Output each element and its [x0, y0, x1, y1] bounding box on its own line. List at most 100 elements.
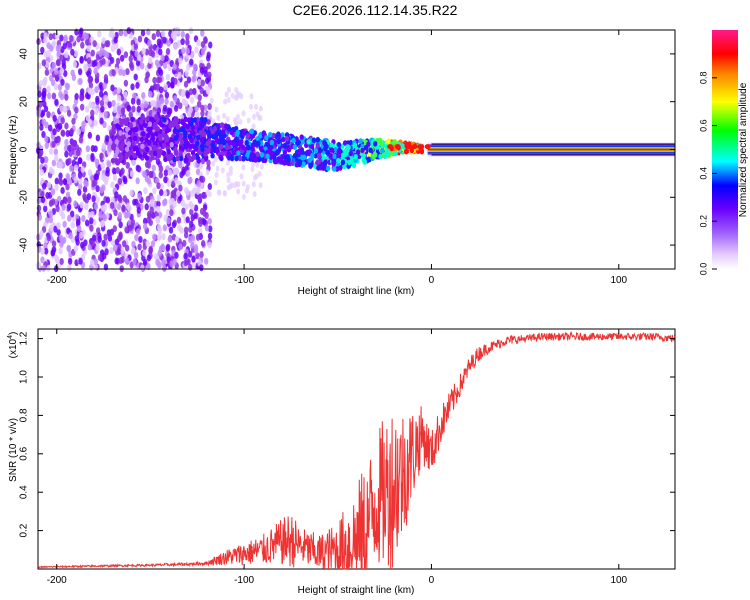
spectrogram-cell [267, 131, 273, 138]
spectrogram-cell [188, 88, 194, 96]
spectrogram-cell [124, 257, 130, 265]
spectrogram-cell [158, 86, 164, 94]
spectrogram-cell [41, 94, 46, 102]
spectrogram-cell [110, 181, 115, 189]
snr-x-ticks: -200 -100 0 100 [47, 329, 628, 586]
spectrogram-cell [270, 150, 275, 157]
spectrogram-cell [164, 54, 169, 62]
spectrogram-cell [207, 182, 212, 190]
spectrogram-cell [183, 137, 188, 143]
spectrogram-cell [114, 257, 119, 265]
spectrogram-cell [172, 258, 177, 266]
spectrogram-cell [128, 122, 133, 129]
spectrogram-cell [237, 155, 243, 162]
spectrogram-cell [114, 138, 119, 145]
spectrogram-cell [157, 233, 162, 241]
spectrogram-cell [158, 148, 163, 154]
spectrogram-cell [342, 140, 348, 146]
spectrogram-cell [258, 133, 263, 139]
spectrogram-cell [118, 130, 123, 136]
spectrogram-cell [89, 224, 94, 232]
spectrogram-cell [54, 154, 59, 162]
spectrogram-cell [125, 161, 130, 169]
spectrogram-cell [104, 248, 109, 256]
spectrogram-cell [175, 189, 181, 197]
spectrogram-cell [257, 170, 262, 177]
spectrogram-cell [255, 161, 260, 168]
spectrogram-cell [137, 192, 142, 200]
spectrogram-cell [90, 240, 95, 248]
spectrogram-cell [297, 160, 303, 167]
spectrogram-cell [121, 204, 126, 212]
spectrogram-cell [143, 258, 148, 266]
colorbar-tick-label: 0.2 [698, 215, 708, 228]
x-tick-label: 0 [429, 575, 435, 586]
spectrogram-cell [188, 27, 194, 35]
spectrogram-cell [199, 250, 204, 258]
spectrogram-cell [93, 59, 98, 67]
spectrogram-cell [226, 86, 231, 93]
spectrogram-peak [417, 144, 424, 150]
spectrogram-x-label: Height of straight line (km) [298, 286, 415, 297]
spectrogram-cell [178, 102, 183, 110]
spectrogram-cell [146, 139, 152, 146]
spectrogram-cell [101, 57, 106, 65]
spectrogram-cell [150, 240, 156, 248]
tone-band [427, 148, 675, 151]
spectrogram-cell [124, 244, 130, 252]
spectrogram-cell [166, 217, 171, 225]
spectrogram-cell [280, 154, 285, 160]
spectrogram-cell [188, 143, 193, 150]
spectrogram-cell [343, 150, 349, 157]
spectrogram-cell [136, 98, 141, 106]
spectrogram-cell [173, 77, 178, 85]
spectrogram-cell [66, 203, 72, 211]
spectrogram-cell [65, 183, 70, 191]
spectrogram-cell [141, 130, 146, 137]
spectrogram-cell [214, 147, 220, 154]
spectrogram-cell [167, 235, 172, 243]
spectrogram-cell [208, 41, 213, 49]
spectrogram-cell [88, 101, 93, 109]
spectrogram-cell [40, 248, 45, 256]
spectrogram-cell [172, 168, 178, 176]
spectrogram-cell [282, 160, 287, 166]
spectrogram-cell [90, 109, 95, 117]
spectrogram-cell [203, 117, 208, 123]
spectrogram-cell [353, 153, 358, 160]
spectrogram-peak [394, 144, 401, 150]
spectrogram-cell [180, 38, 185, 46]
spectrogram-cell [162, 62, 168, 70]
spectrogram-cell [116, 94, 122, 102]
spectrogram-cell [152, 76, 157, 84]
spectrogram-cell [164, 98, 169, 106]
spectrogram-cell [156, 38, 162, 46]
spectrogram-cell [56, 161, 61, 169]
spectrogram-cell [111, 129, 116, 136]
spectrogram-cell [93, 67, 98, 75]
spectrogram-cell [110, 157, 116, 164]
spectrogram-cell [311, 137, 317, 144]
spectrogram-cell [87, 118, 93, 126]
spectrogram-cell [119, 54, 125, 62]
spectrogram-cell [109, 247, 114, 255]
spectrogram-cell [93, 202, 99, 210]
spectrogram-cell [256, 140, 261, 147]
spectrogram-cell [85, 38, 90, 46]
spectrogram-cell [129, 149, 134, 156]
spectrogram-cell [143, 101, 148, 109]
spectrogram-cell [103, 111, 108, 119]
spectrogram-cell [193, 204, 199, 212]
spectrogram-cell [37, 213, 43, 221]
spectrogram-cell [105, 166, 110, 174]
spectrogram-cell [325, 165, 331, 172]
spectrogram-cell [196, 39, 201, 47]
spectrogram-cell [46, 42, 51, 50]
spectrogram-cell [162, 189, 168, 197]
spectrogram-cell [362, 159, 368, 165]
spectrogram-cell [254, 103, 259, 110]
spectrogram-cell [379, 141, 384, 147]
spectrogram-cell [125, 202, 131, 210]
spectrogram-cell [207, 217, 212, 225]
spectrogram-cell [211, 118, 216, 125]
